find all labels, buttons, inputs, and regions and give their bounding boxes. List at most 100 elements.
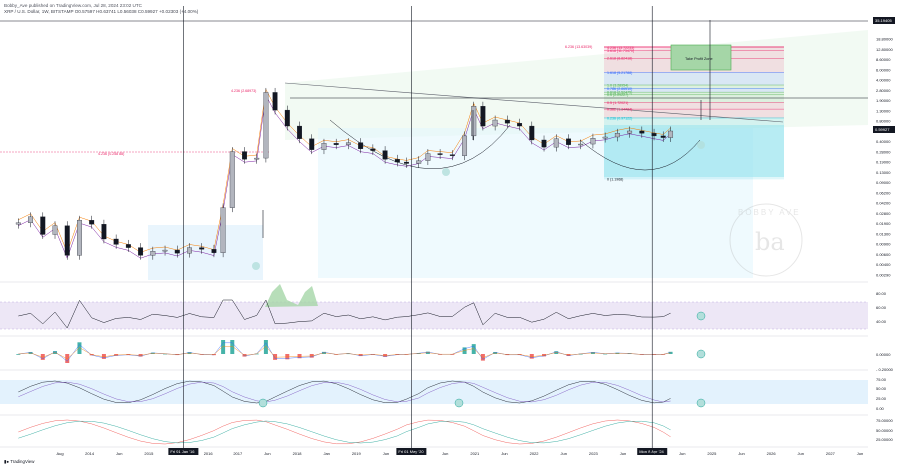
candle-body	[220, 207, 226, 253]
resistance-trendline	[284, 82, 784, 123]
candle-body	[272, 92, 278, 111]
stochastic-tick: 50.00000	[876, 428, 893, 433]
watermark-text: BOBBY AVE	[738, 208, 801, 217]
last-price-label: 0.59927	[875, 127, 890, 132]
chart-header: Bobby_Ave published on TradingView.com, …	[4, 3, 198, 15]
candle-body	[333, 143, 339, 145]
rsi-tick: 60.00	[876, 305, 887, 310]
stoch-tick: 75.00	[876, 377, 887, 382]
price-tick: 0.80000	[876, 119, 891, 124]
macd-bar	[603, 353, 608, 355]
stoch-circle-2	[454, 398, 464, 408]
arrow-markers	[262, 20, 711, 238]
macd-pane[interactable]	[16, 340, 706, 363]
stochastic-tick: 75.00000	[876, 418, 893, 423]
time-tick: 2015	[144, 451, 154, 456]
price-axis[interactable]: 18.80000 12.80000 8.60000 6.00000 4.00000 2.8…	[876, 37, 893, 278]
stoch-d-line	[18, 381, 671, 403]
time-tick: 2027	[826, 451, 836, 456]
rsi-line	[18, 299, 671, 329]
candle-body	[15, 222, 21, 225]
macd-bar	[529, 354, 534, 359]
stoch-rsi-pane[interactable]	[0, 380, 868, 408]
cup-curve	[329, 119, 511, 169]
fib-level-label: 0.786 (2.86510)	[607, 87, 632, 91]
fib-level-label: 0.618 (2.52475)	[607, 90, 632, 94]
time-tick: Jun	[116, 451, 122, 456]
time-tick: 2018	[293, 451, 303, 456]
macd-bar	[40, 354, 45, 360]
fib-band	[604, 102, 784, 110]
time-tick: 2025	[707, 451, 717, 456]
candle-body	[162, 249, 168, 252]
candle-body	[614, 133, 620, 138]
candle-body	[449, 154, 455, 156]
time-axis[interactable]: Aug 2014 Jun 2015 Jun 2016 2017 Jun 2018 Jan 2019 J…	[56, 451, 863, 456]
stoch-band	[0, 380, 868, 404]
price-tick: 2.80000	[876, 88, 891, 93]
candle-body	[627, 130, 633, 134]
time-tick: 2020	[411, 451, 421, 456]
fib-left-label: 4.236 (0.258 88)	[98, 152, 124, 156]
rsi-pane[interactable]	[0, 284, 868, 330]
time-tick: 2017	[233, 451, 243, 456]
fib-level-label: 0.236 (0.97122)	[607, 116, 632, 120]
candle-body	[541, 139, 547, 148]
candle-body	[174, 249, 180, 254]
fib-band	[604, 72, 784, 86]
candle-body	[358, 142, 364, 149]
price-tick: 0.09000	[876, 180, 891, 185]
price-tick: 0.06200	[876, 190, 891, 195]
stochastic-pane[interactable]	[18, 419, 671, 445]
time-tick: Jun	[560, 451, 566, 456]
candle-body	[602, 136, 608, 139]
time-tick: Jun	[264, 451, 270, 456]
fib-band	[604, 92, 784, 95]
take-profit-label: Take Profit Zone	[685, 57, 713, 61]
time-marker-badge	[396, 448, 427, 455]
time-marker-label: Mon 8 Apr '24	[639, 449, 664, 454]
candle-body	[77, 220, 82, 256]
macd-bar	[462, 347, 467, 354]
main-pane[interactable]: Take Profit Zone 6.236 (13.63039) 4.236 (…	[0, 18, 868, 282]
fib-band	[604, 117, 784, 180]
candle-body	[263, 92, 269, 159]
time-tick: Jun	[679, 451, 685, 456]
candle-body	[480, 106, 486, 127]
symbol-ohlc-line: XRP / U.S. Dollar, 1W, BITSTAMP O0.57597…	[4, 9, 199, 14]
stoch-circle-1	[258, 398, 268, 408]
time-marker-label: Fri 01 May '20	[398, 449, 424, 454]
brand-label: TradingView	[10, 459, 35, 464]
tradingview-logo-icon: ▮●	[4, 459, 11, 464]
candle-body	[309, 138, 315, 150]
candle-body	[187, 247, 192, 254]
candle-body	[668, 130, 674, 138]
watermark-monogram: ba	[755, 228, 785, 256]
price-tick: 0.02800	[876, 211, 891, 216]
rsi-tick: 40.00	[876, 319, 887, 324]
macd-bar	[230, 340, 235, 354]
macd-bar	[263, 340, 268, 354]
candle-body	[125, 244, 131, 248]
take-profit-zone	[670, 44, 732, 71]
stoch-tick: 25.00	[876, 396, 887, 401]
candle-body	[504, 119, 510, 124]
fib-level-label: 2.618 (8.82418)	[607, 57, 632, 61]
candle-body	[660, 135, 666, 138]
fib-level-label: 6.236 (13.63039)	[565, 45, 592, 49]
price-tick: 0.00400	[876, 262, 891, 267]
macd-circle	[696, 349, 706, 359]
candle-body	[471, 106, 477, 137]
fib-level-label: 0.5 (2.29227)	[607, 93, 628, 97]
watermark: ba BOBBY AVE	[729, 203, 803, 277]
candle-body	[553, 138, 559, 148]
fib-labels: 6.236 (13.63039) 4.236 (13.72233)3.618 (1…	[565, 45, 634, 182]
stoch-tick: - 0.20000	[876, 367, 894, 372]
stochastic-d-line	[18, 420, 671, 444]
candle-body	[138, 247, 144, 256]
macd-bar	[221, 340, 226, 354]
tradingview-brand[interactable]: ▮● TradingView	[4, 459, 34, 465]
price-tick: 0.19000	[876, 160, 891, 165]
candle-body	[284, 109, 290, 127]
